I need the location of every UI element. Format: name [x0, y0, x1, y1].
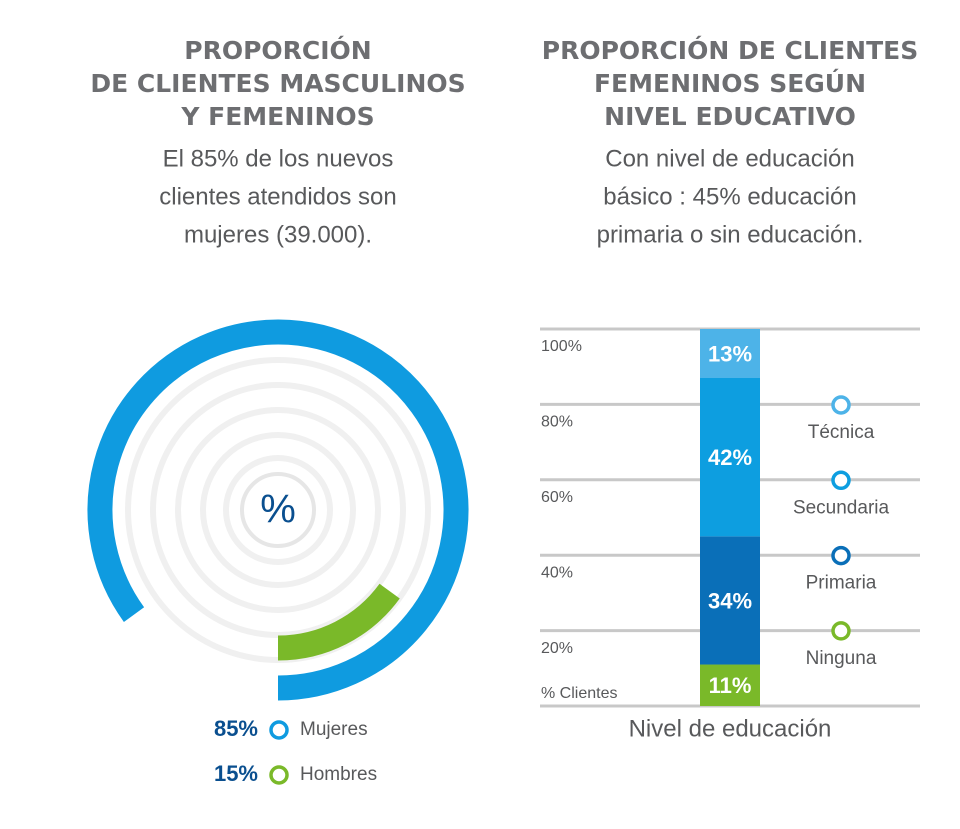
x-axis-label: Nivel de educación — [629, 715, 832, 742]
y-axis-label: % Clientes — [541, 685, 617, 702]
value-label: 13% — [708, 341, 752, 366]
chart-subtitle: Con nivel de educación — [605, 145, 855, 172]
chart-subtitle: primaria o sin educación. — [597, 221, 864, 248]
legend-label: Primaria — [806, 573, 877, 594]
arc — [277, 583, 400, 661]
legend-label: Técnica — [808, 422, 875, 443]
legend-label: Mujeres — [300, 719, 368, 740]
value-label: 34% — [708, 588, 752, 613]
legend-label: Ninguna — [806, 648, 877, 669]
bar-segment — [700, 329, 760, 379]
value-label: 42% — [708, 445, 752, 470]
bar-segment — [700, 378, 760, 537]
y-tick-label: 40% — [541, 564, 573, 581]
value-label: 15% — [214, 761, 258, 786]
y-tick-label: 80% — [541, 414, 573, 431]
center-label: % — [260, 488, 296, 532]
chart-subtitle: El 85% de los nuevos — [163, 145, 394, 172]
legend-marker — [831, 395, 851, 415]
y-tick-label: 20% — [541, 640, 573, 657]
chart-title: Y FEMENINOS — [180, 102, 374, 131]
y-tick-label: 60% — [541, 489, 573, 506]
arc — [87, 319, 469, 701]
bar-segment — [700, 536, 760, 665]
chart-title: NIVEL EDUCATIVO — [604, 102, 856, 131]
chart-subtitle: clientes atendidos son — [159, 183, 397, 210]
chart-title: PROPORCIÓN — [184, 35, 371, 65]
legend-marker — [269, 720, 289, 740]
legend-label: Secundaria — [793, 497, 890, 518]
chart-subtitle: básico : 45% educación — [603, 183, 857, 210]
chart-title: PROPORCIÓN DE CLIENTES — [542, 35, 918, 65]
y-tick-label: 100% — [541, 338, 582, 355]
legend-label: Hombres — [300, 764, 377, 785]
bar-segment — [700, 664, 760, 706]
legend-marker — [831, 621, 851, 641]
value-label: 85% — [214, 716, 258, 741]
chart-title: DE CLIENTES MASCULINOS — [90, 69, 465, 98]
value-label: 11% — [709, 673, 752, 698]
chart-title: FEMENINOS SEGÚN — [594, 68, 866, 98]
legend-marker — [831, 470, 851, 491]
center-disc — [240, 472, 316, 548]
chart-subtitle: mujeres (39.000). — [184, 221, 372, 248]
legend-marker — [831, 545, 851, 566]
legend-marker — [269, 765, 289, 785]
